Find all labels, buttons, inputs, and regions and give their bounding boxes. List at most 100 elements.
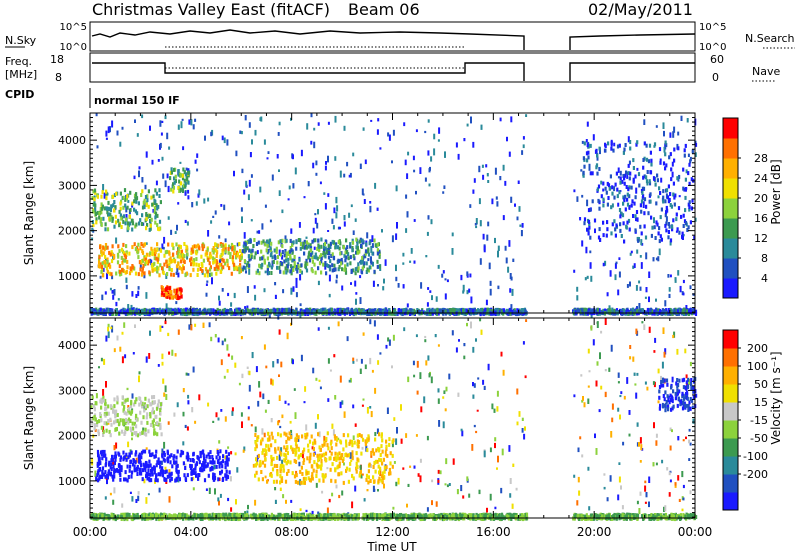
echo-cell <box>331 263 334 268</box>
echo-cell <box>265 239 269 244</box>
echo-cell <box>134 400 137 405</box>
echo-cell <box>427 215 430 220</box>
echo-cell <box>130 304 133 310</box>
echo-cell <box>350 270 353 274</box>
echo-cell <box>164 470 167 475</box>
echo-cell <box>235 265 238 270</box>
echo-cell <box>158 194 161 198</box>
echo-cell <box>139 267 142 272</box>
echo-cell <box>128 251 131 256</box>
echo-cell <box>235 499 237 505</box>
echo-cell <box>97 309 100 314</box>
echo-cell <box>303 245 306 250</box>
echo-cell <box>182 461 185 466</box>
echo-cell <box>604 148 607 153</box>
echo-cell <box>220 204 223 207</box>
echo-cell <box>595 380 598 387</box>
echo-cell <box>688 458 691 461</box>
echo-cell <box>116 260 120 265</box>
echo-cell <box>207 473 210 478</box>
echo-cell <box>419 372 422 379</box>
echo-cell <box>342 245 346 250</box>
echo-cell <box>138 260 141 265</box>
echo-cell <box>215 271 218 276</box>
echo-cell <box>110 467 113 472</box>
echo-cell <box>673 126 676 133</box>
echo-cell <box>636 500 639 505</box>
echo-cell <box>664 505 667 512</box>
echo-cell <box>244 244 247 249</box>
echo-cell <box>103 421 106 426</box>
echo-cell <box>672 131 675 138</box>
echo-cell <box>279 487 282 491</box>
echo-cell <box>125 217 128 222</box>
echo-cell <box>587 219 591 224</box>
echo-cell <box>157 472 160 477</box>
echo-cell <box>198 460 201 465</box>
echo-cell <box>166 474 169 479</box>
echo-cell <box>177 272 180 278</box>
echo-cell <box>157 266 160 271</box>
echo-cell <box>462 284 465 292</box>
echo-cell <box>251 139 253 145</box>
echo-cell <box>327 264 330 268</box>
echo-cell <box>597 235 601 240</box>
echo-cell <box>269 246 272 251</box>
echo-cell <box>319 309 322 313</box>
echo-cell <box>437 469 440 474</box>
echo-cell <box>197 193 200 198</box>
echo-cell <box>298 257 301 262</box>
nsearch-tick-bottom: 10^0 <box>699 42 726 53</box>
echo-cell <box>122 214 126 219</box>
echo-cell <box>310 113 313 118</box>
echo-cell <box>130 218 133 223</box>
echo-cell <box>96 194 99 199</box>
echo-cell <box>301 311 304 316</box>
echo-cell <box>174 179 177 184</box>
echo-cell <box>379 352 382 355</box>
echo-cell <box>587 348 590 354</box>
echo-cell <box>344 267 347 272</box>
echo-cell <box>444 309 447 314</box>
echo-cell <box>217 497 220 502</box>
echo-cell <box>198 308 202 313</box>
echo-cell <box>175 242 178 247</box>
echo-cell <box>135 466 139 471</box>
echo-cell <box>343 462 345 466</box>
echo-cell <box>576 196 579 202</box>
echo-cell <box>352 435 355 440</box>
echo-cell <box>670 167 673 172</box>
echo-cell <box>289 238 292 243</box>
echo-cell <box>250 311 254 316</box>
echo-cell <box>689 490 692 495</box>
echo-cell <box>667 309 670 314</box>
echo-cell <box>128 410 131 415</box>
echo-cell <box>243 248 246 253</box>
echo-cell <box>121 429 124 434</box>
echo-cell <box>281 414 284 419</box>
echo-cell <box>135 424 138 429</box>
echo-cell <box>195 244 198 249</box>
echo-cell <box>368 241 371 246</box>
echo-cell <box>308 250 311 255</box>
echo-cell <box>687 225 690 230</box>
echo-cell <box>248 122 251 128</box>
echo-cell <box>291 471 294 476</box>
echo-cell <box>385 344 388 349</box>
echo-cell <box>184 184 187 189</box>
echo-cell <box>133 431 136 435</box>
echo-cell <box>154 267 157 272</box>
echo-cell <box>650 215 653 220</box>
echo-cell <box>112 294 115 300</box>
echo-cell <box>589 171 592 176</box>
echo-cell <box>231 407 234 412</box>
echo-cell <box>640 239 643 246</box>
echo-cell <box>175 468 178 472</box>
echo-cell <box>161 266 164 271</box>
echo-cell <box>164 115 167 120</box>
echo-cell <box>345 247 348 251</box>
echo-cell <box>167 216 170 220</box>
echo-cell <box>106 272 108 280</box>
echo-cell <box>103 472 106 477</box>
echo-cell <box>290 271 293 276</box>
